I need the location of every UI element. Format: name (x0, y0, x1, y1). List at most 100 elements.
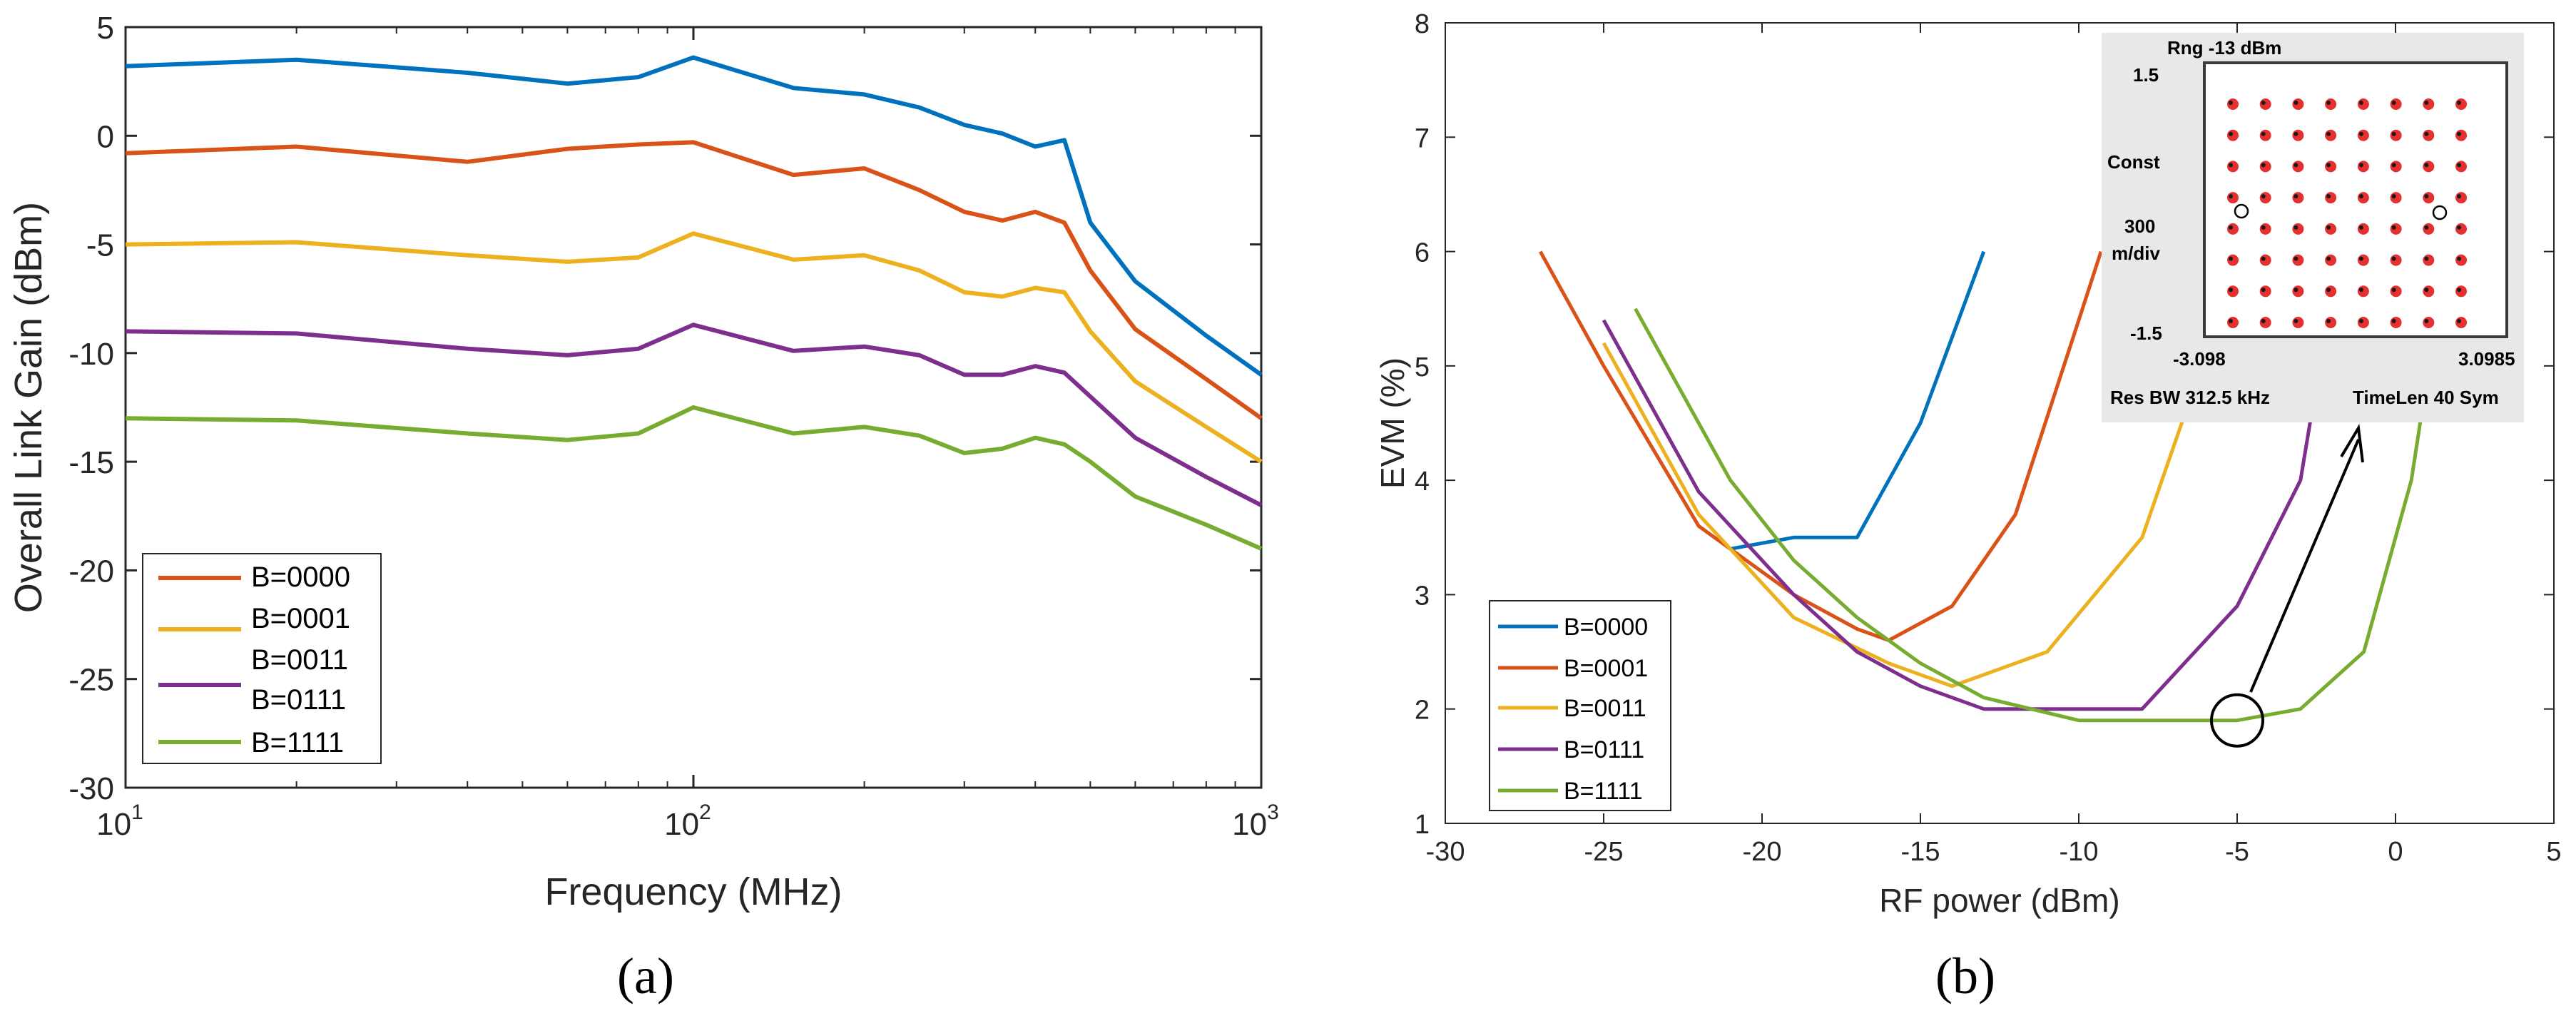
constellation-point (2423, 285, 2435, 298)
constellation-center (2391, 288, 2396, 293)
y-tick-label: -10 (68, 337, 114, 372)
panel-label-a: (a) (617, 948, 674, 1005)
legend-b-label-b1111: B=1111 (1564, 778, 1643, 805)
inset-outlier-marker (2432, 205, 2448, 220)
constellation-point (2455, 129, 2467, 141)
y-tick-label: 7 (1415, 123, 1430, 153)
y-tick-label: -30 (68, 771, 114, 806)
legend-b-label-b0111: B=0111 (1564, 736, 1644, 763)
inset-res-bw: Res BW 312.5 kHz (2110, 387, 2270, 408)
x-tick-label: 102 (664, 801, 711, 842)
constellation-point (2455, 317, 2467, 328)
constellation-center (2424, 131, 2429, 136)
constellation-center (2229, 256, 2233, 261)
y-tick-label: 1 (1415, 810, 1430, 840)
constellation-center (2424, 194, 2429, 199)
inset-title: Rng -13 dBm (2167, 37, 2281, 59)
constellation-point (2259, 192, 2271, 204)
constellation-point (2357, 129, 2369, 141)
constellation-center (2358, 288, 2363, 293)
constellation-center (2424, 163, 2429, 168)
series-line-b-0 (1730, 250, 1986, 551)
constellation-center (2229, 131, 2233, 136)
y-tick-label: -25 (68, 663, 114, 698)
constellation-center (2424, 225, 2429, 230)
legend-b-label-b0000: B=0000 (1564, 614, 1648, 641)
constellation-point (2259, 317, 2271, 328)
annotation-arrowhead (2340, 424, 2364, 463)
constellation-center (2294, 101, 2298, 105)
y-tick-label: 0 (97, 119, 114, 154)
constellation-point (2423, 254, 2435, 266)
chart-a-legend: B=0000 B=0001 B=0011 B=0111 B=1111 (142, 553, 382, 764)
constellation-point (2455, 192, 2467, 204)
constellation-center (2391, 163, 2396, 168)
constellation-center (2229, 194, 2233, 199)
constellation-center (2424, 256, 2429, 261)
constellation-point (2325, 98, 2337, 110)
inset-constellation-points (2227, 98, 2467, 328)
constellation-center (2326, 163, 2331, 168)
constellation-center (2261, 288, 2266, 293)
constellation-center (2457, 163, 2461, 168)
constellation-center (2326, 288, 2331, 293)
constellation-center (2261, 256, 2266, 261)
constellation-center (2358, 163, 2363, 168)
panel-label-b: (b) (1935, 948, 1995, 1005)
constellation-center (2457, 256, 2461, 261)
constellation-point (2455, 254, 2467, 266)
constellation-center (2457, 101, 2461, 105)
annotation-arrow (2249, 439, 2360, 693)
constellation-center (2358, 101, 2363, 105)
constellation-center (2457, 194, 2461, 199)
constellation-point (2390, 129, 2402, 141)
constellation-center (2358, 319, 2363, 323)
chart-a-xlabel: Frequency (MHz) (544, 870, 842, 913)
constellation-center (2229, 288, 2233, 293)
chart-b-xlabel: RF power (dBm) (1879, 882, 2119, 919)
constellation-point (2292, 129, 2304, 141)
constellation-center (2358, 131, 2363, 136)
x-tick-label: -30 (1426, 837, 1465, 867)
constellation-point (2423, 192, 2435, 204)
constellation-center (2391, 256, 2396, 261)
constellation-point (2259, 223, 2271, 235)
constellation-center (2294, 163, 2298, 168)
series-line-a-4 (125, 405, 1263, 551)
constellation-point (2292, 98, 2304, 110)
constellation-point (2227, 254, 2239, 266)
y-tick-label: 3 (1415, 581, 1430, 611)
constellation-center (2294, 225, 2298, 230)
x-tick-label: -15 (1901, 837, 1940, 867)
legend-label-b1111: B=1111 (251, 727, 344, 758)
annotation-circle (2210, 693, 2264, 748)
series-line-b-4 (1634, 274, 2445, 723)
constellation-point (2390, 317, 2402, 328)
x-tick-label: -20 (1743, 837, 1782, 867)
constellation-point (2455, 285, 2467, 298)
constellation-center (2457, 225, 2461, 230)
constellation-center (2229, 225, 2233, 230)
constellation-center (2326, 194, 2331, 199)
y-tick-label: 8 (1415, 9, 1430, 39)
constellation-inset: Rng -13 dBm 1.5 Const 300 m/div -1.5 -3.… (2102, 33, 2524, 422)
constellation-center (2294, 131, 2298, 136)
x-tick-label: 103 (1232, 801, 1279, 842)
constellation-center (2326, 101, 2331, 105)
y-tick-label: -15 (68, 445, 114, 480)
inset-x-max: 3.0985 (2458, 348, 2515, 370)
constellation-point (2325, 285, 2337, 298)
inset-label-scale-unit: m/div (2112, 243, 2160, 264)
constellation-point (2227, 98, 2239, 110)
x-tick-label: 5 (2546, 837, 2561, 867)
constellation-center (2358, 225, 2363, 230)
x-tick-label: 101 (96, 801, 143, 842)
constellation-center (2358, 194, 2363, 199)
chart-a-lines (125, 55, 1263, 551)
chart-b-legend-box (1489, 600, 1671, 811)
constellation-point (2357, 254, 2369, 266)
constellation-center (2391, 319, 2396, 323)
x-tick-label: -25 (1584, 837, 1624, 867)
constellation-center (2229, 101, 2233, 105)
